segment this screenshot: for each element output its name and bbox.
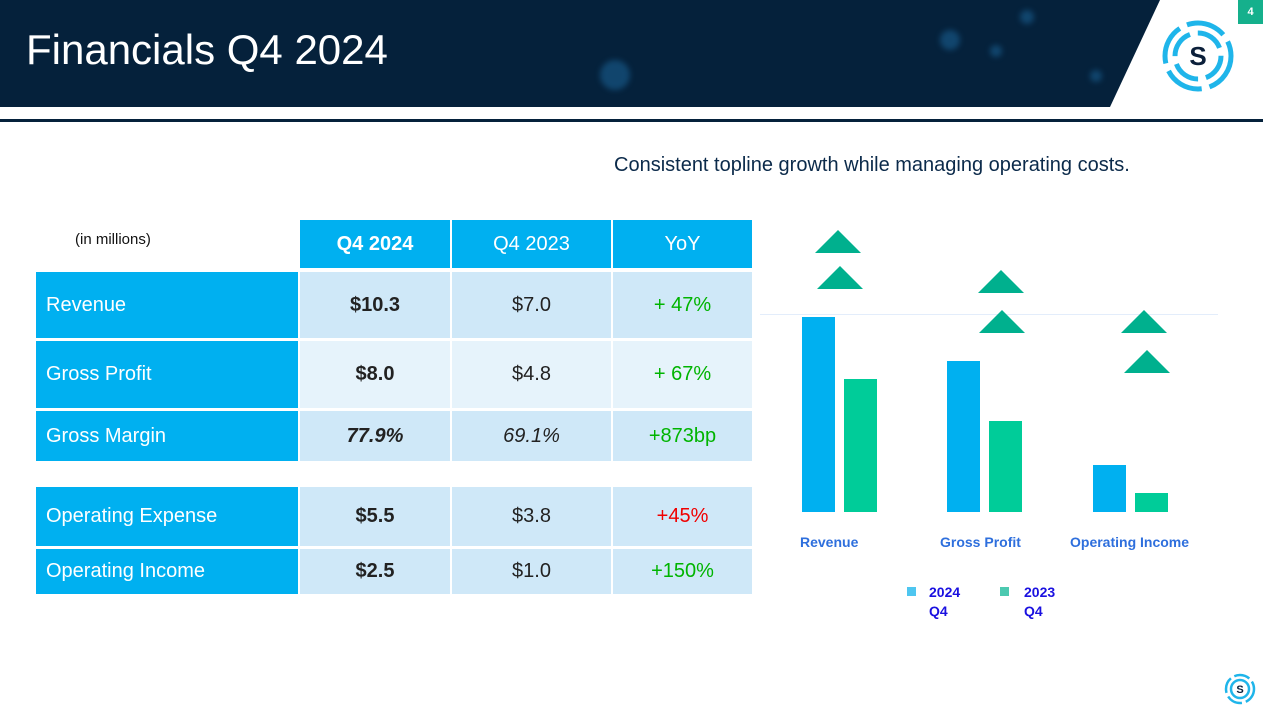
row-label: Operating Expense — [36, 487, 298, 546]
table-cell: 77.9% — [300, 411, 450, 461]
legend-label: 2024 Q4 — [929, 584, 961, 619]
up-arrow-icon — [815, 230, 861, 253]
header-banner: Financials Q4 2024 — [0, 0, 1263, 107]
table-cell: $10.3 — [300, 272, 450, 338]
table-cell: 69.1% — [452, 411, 611, 461]
bar-revenue-2023-q4 — [844, 379, 877, 512]
legend-label: 2023 Q4 — [1024, 584, 1056, 619]
up-arrow-icon — [1124, 350, 1170, 373]
row-label: Gross Profit — [36, 341, 298, 408]
column-header: Q4 2024 — [300, 220, 450, 268]
svg-text:S: S — [1236, 684, 1243, 696]
header-rule — [0, 119, 1263, 122]
page-number: 4 — [1238, 0, 1263, 24]
bar-revenue-2024-q4 — [802, 317, 835, 512]
table-cell: $3.8 — [452, 487, 611, 546]
units-note: (in millions) — [75, 231, 151, 248]
bar-gross-profit-2023-q4 — [989, 421, 1022, 512]
bar-gross-profit-2024-q4 — [947, 360, 980, 512]
x-tick-label: Gross Profit — [940, 534, 1021, 550]
table-cell: +873bp — [613, 411, 752, 461]
footer-logo-icon: S — [1224, 673, 1256, 705]
bar-operating-income-2024-q4 — [1093, 464, 1126, 512]
column-header: Q4 2023 — [452, 220, 611, 268]
row-label: Gross Margin — [36, 411, 298, 461]
up-arrow-icon — [1121, 310, 1167, 333]
column-header: YoY — [613, 220, 752, 268]
up-arrow-icon — [978, 270, 1024, 293]
legend-swatch — [1000, 587, 1009, 596]
row-label: Revenue — [36, 272, 298, 338]
company-logo: S — [1162, 20, 1234, 92]
legend-swatch — [907, 587, 916, 596]
svg-text:S: S — [1189, 41, 1206, 71]
table-cell: +150% — [613, 549, 752, 594]
slide-title: Financials Q4 2024 — [26, 26, 388, 73]
bar-operating-income-2023-q4 — [1135, 493, 1168, 512]
table-cell: $4.8 — [452, 341, 611, 408]
table-cell: + 67% — [613, 341, 752, 408]
table-cell: $8.0 — [300, 341, 450, 408]
x-tick-label: Revenue — [800, 534, 859, 550]
table-cell: $7.0 — [452, 272, 611, 338]
x-tick-label: Operating Income — [1070, 534, 1190, 550]
table-cell: $2.5 — [300, 549, 450, 594]
row-label: Operating Income — [36, 549, 298, 594]
slide-subtitle: Consistent topline growth while managing… — [614, 154, 1130, 176]
table-cell: $1.0 — [452, 549, 611, 594]
table-cell: + 47% — [613, 272, 752, 338]
table-cell: $5.5 — [300, 487, 450, 546]
up-arrow-icon — [979, 310, 1025, 333]
table-cell: +45% — [613, 487, 752, 546]
up-arrow-icon — [817, 266, 863, 289]
